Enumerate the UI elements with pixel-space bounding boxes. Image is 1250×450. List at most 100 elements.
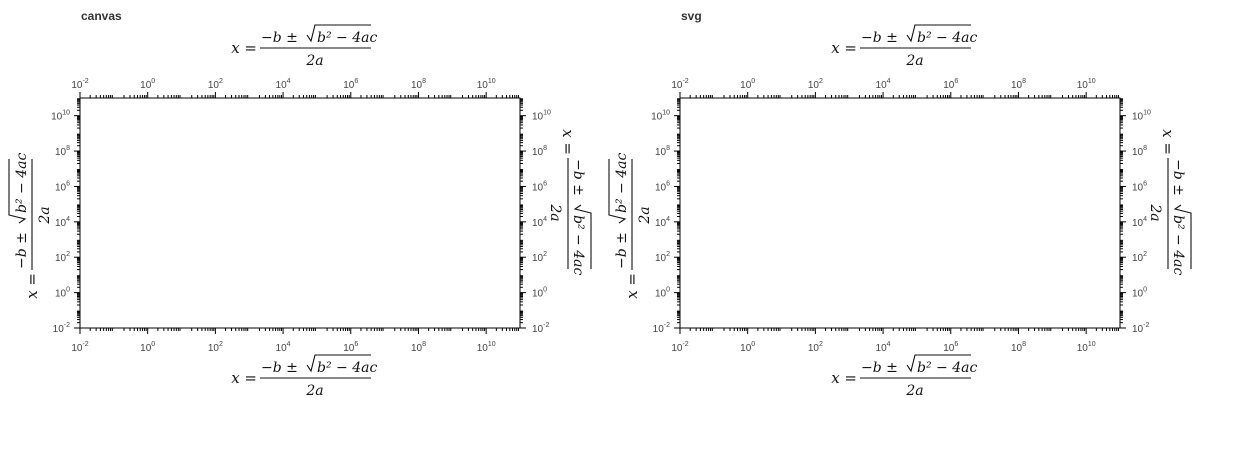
formula-lhs: x = [1159,129,1177,155]
formula-radicand: b² − 4ac [317,30,377,46]
formula-radicand: b² − 4ac [570,215,586,275]
x2-tick-label: 1010 [1077,78,1096,91]
formula-radicand: b² − 4ac [614,153,630,213]
formula-radicand: b² − 4ac [917,30,977,46]
x-tick-label: 10-2 [71,341,88,354]
x-tick-label: 100 [140,341,155,354]
x-axis-title: x =−b ± b² − 4ac 2a [231,354,377,399]
formula-numerator: −b ± [1170,159,1186,196]
x-tick-label: 102 [808,341,823,354]
y2-axis-title: x = −b ± b² − 4ac 2a [1147,129,1192,275]
formula-radicand: b² − 4ac [917,360,977,376]
formula-denominator: 2a [1147,203,1163,221]
formula-denominator: 2a [905,383,923,399]
radical-sign [608,159,627,224]
panel-title: canvas [81,9,122,23]
formula-numerator: −b ± [861,30,898,46]
x2-tick-label: 100 [140,78,155,91]
radical-sign [1173,204,1192,269]
formula-numerator: −b ± [14,232,30,269]
x-tick-label: 1010 [1077,341,1096,354]
formula-lhs: x = [231,369,257,387]
plot-frame [79,97,521,329]
y-tick-label: 104 [55,216,70,229]
x2-tick-label: 104 [276,78,291,91]
y2-axis-title: x = −b ± b² − 4ac 2a [547,129,592,275]
x2-tick-label: 108 [411,78,426,91]
x-tick-label: 108 [411,341,426,354]
formula-radicand: b² − 4ac [14,153,30,213]
y2-tick-label: 1010 [532,110,551,123]
x-tick-label: 102 [208,341,223,354]
y2-tick-label: 100 [532,287,547,300]
formula-denominator: 2a [547,203,563,221]
formula-lhs: x = [559,129,577,155]
x2-axis-title: x =−b ± b² − 4ac 2a [231,24,377,69]
x-tick-label: 104 [276,341,291,354]
y-tick-label: 106 [655,180,670,193]
x-axis-title: x =−b ± b² − 4ac 2a [831,354,977,399]
formula-numerator: −b ± [261,30,298,46]
panel-title: svg [681,9,702,23]
x2-tick-label: 104 [876,78,891,91]
x-tick-label: 106 [343,341,358,354]
y2-tick-label: 104 [1132,216,1147,229]
y2-tick-label: 1010 [1132,110,1151,123]
formula-denominator: 2a [637,206,653,224]
formula-denominator: 2a [37,206,53,224]
formula-lhs: x = [231,39,257,57]
x2-tick-label: 1010 [477,78,496,91]
x-tick-label: 100 [740,341,755,354]
plot-frame [679,97,1121,329]
formula-numerator: −b ± [261,360,298,376]
radical-sign [573,204,592,269]
y-tick-label: 104 [655,216,670,229]
x2-tick-label: 102 [208,78,223,91]
x-tick-label: 10-2 [671,341,688,354]
radical-sign [306,24,371,43]
y-tick-label: 108 [55,145,70,158]
x2-axis-title: x =−b ± b² − 4ac 2a [831,24,977,69]
y-tick-label: 108 [655,145,670,158]
formula-numerator: −b ± [861,360,898,376]
y-tick-label: 10-2 [653,322,670,335]
radical-sign [906,24,971,43]
radical-sign [306,354,371,373]
y2-tick-label: 106 [532,180,547,193]
svg-panel: svg 10-2 10-2 100 100 102 102 104 104 106 106 108 1… [600,0,1200,450]
y-axis-title: x = −b ± b² − 4ac 2a [8,153,53,299]
formula-lhs: x = [831,369,857,387]
y2-tick-label: 108 [532,145,547,158]
y2-tick-label: 104 [532,216,547,229]
y2-tick-label: 10-2 [1132,322,1149,335]
y-tick-label: 100 [55,287,70,300]
formula-denominator: 2a [905,53,923,69]
formula-numerator: −b ± [614,232,630,269]
y-tick-label: 106 [55,180,70,193]
formula-radicand: b² − 4ac [1170,215,1186,275]
log-log-chart: 10-210-210010010210210410410610610810810… [608,24,1192,399]
y-tick-label: 1010 [651,110,670,123]
formula-lhs: x = [23,273,41,299]
x2-tick-label: 102 [808,78,823,91]
radical-sign [906,354,971,373]
y-tick-label: 10-2 [53,322,70,335]
x-tick-label: 106 [943,341,958,354]
y-tick-label: 102 [655,251,670,264]
formula-radicand: b² − 4ac [317,360,377,376]
y2-tick-label: 102 [1132,251,1147,264]
x2-tick-label: 106 [943,78,958,91]
x2-tick-label: 108 [1011,78,1026,91]
log-log-chart: 10-210-210010010210210410410610610810810… [8,24,592,399]
formula-numerator: −b ± [570,159,586,196]
y-tick-label: 1010 [51,110,70,123]
y2-tick-label: 102 [532,251,547,264]
x2-tick-label: 10-2 [71,78,88,91]
canvas-panel: canvas 10-2 10-2 100 100 102 102 104 104 106 106 1… [0,0,600,450]
x-tick-label: 104 [876,341,891,354]
formula-lhs: x = [623,273,641,299]
y-axis-title: x = −b ± b² − 4ac 2a [608,153,653,299]
x-tick-label: 108 [1011,341,1026,354]
formula-denominator: 2a [305,53,323,69]
radical-sign [8,159,27,224]
